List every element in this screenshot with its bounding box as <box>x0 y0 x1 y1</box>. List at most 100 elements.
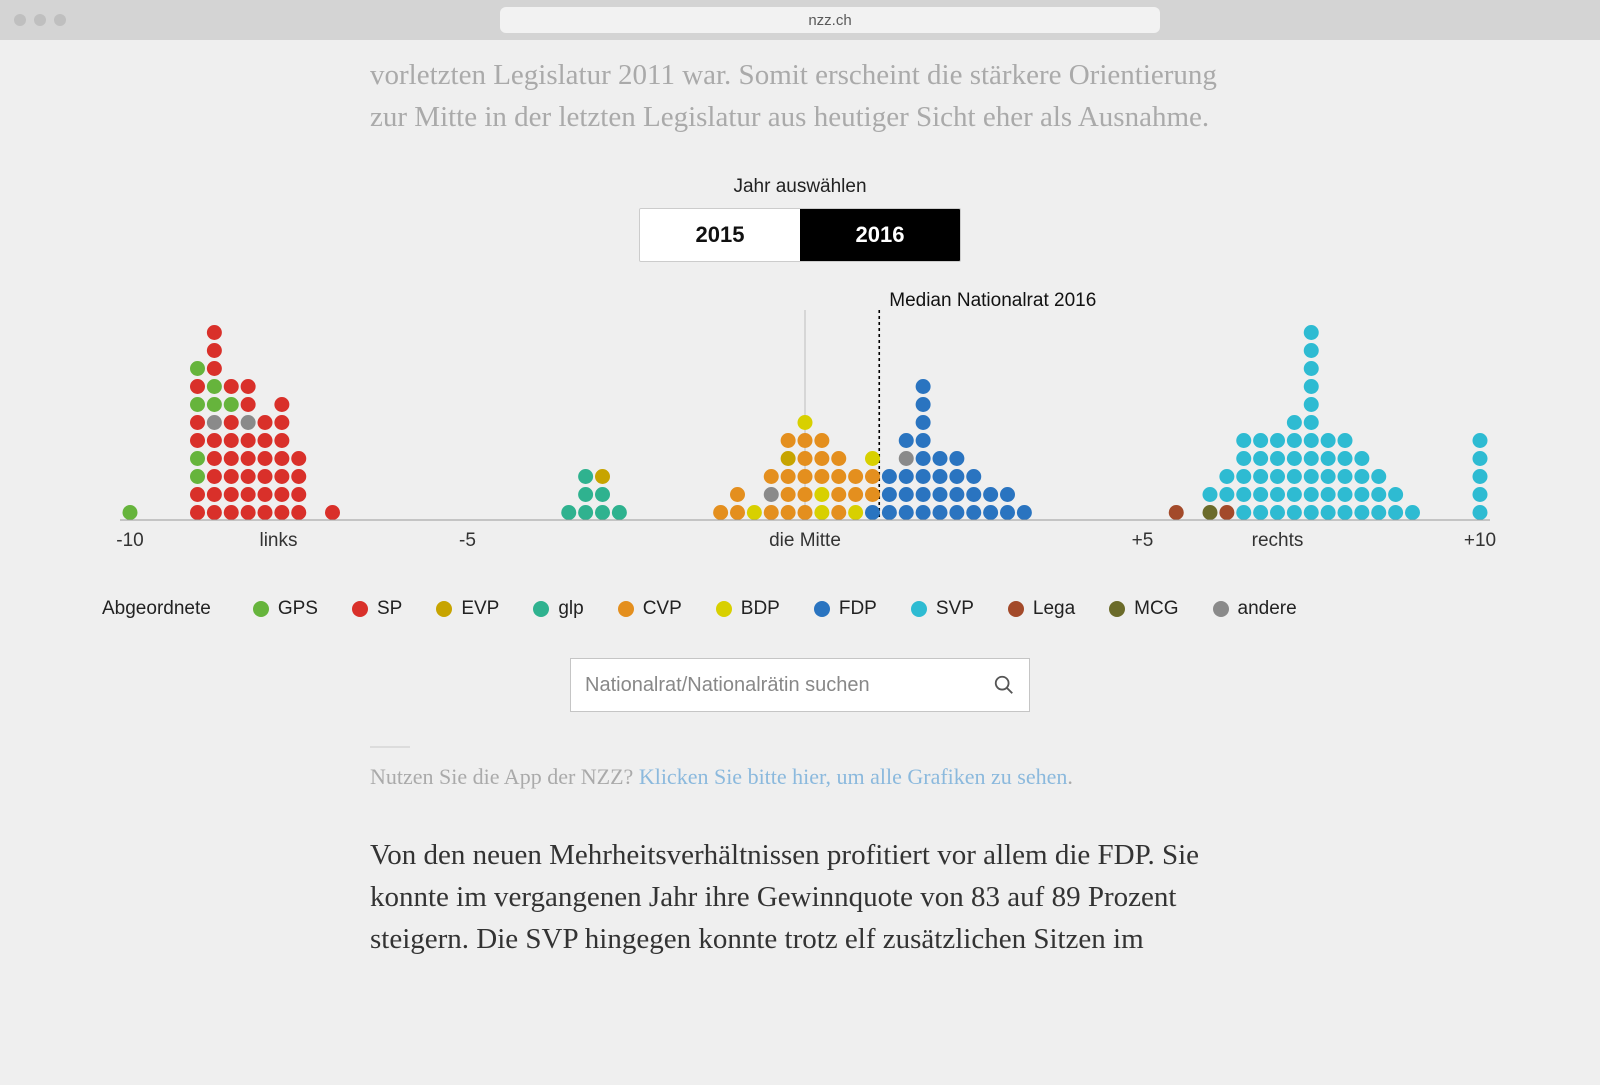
hint-link[interactable]: Klicken Sie bitte hier, um alle Grafiken… <box>639 764 1068 789</box>
dot-SVP[interactable] <box>1371 487 1386 502</box>
dot-CVP[interactable] <box>798 469 813 484</box>
dot-SVP[interactable] <box>1405 505 1420 520</box>
dot-EVP[interactable] <box>781 451 796 466</box>
dot-FDP[interactable] <box>949 487 964 502</box>
dot-SVP[interactable] <box>1287 451 1302 466</box>
dot-SP[interactable] <box>224 487 239 502</box>
dot-FDP[interactable] <box>966 505 981 520</box>
dot-CVP[interactable] <box>848 487 863 502</box>
search-icon[interactable] <box>993 674 1015 696</box>
dot-FDP[interactable] <box>916 415 931 430</box>
dot-SVP[interactable] <box>1287 469 1302 484</box>
dot-andere[interactable] <box>241 415 256 430</box>
dot-FDP[interactable] <box>1017 505 1032 520</box>
dot-GPS[interactable] <box>207 379 222 394</box>
dot-SP[interactable] <box>274 451 289 466</box>
dot-BDP[interactable] <box>848 505 863 520</box>
dot-FDP[interactable] <box>899 469 914 484</box>
dot-SVP[interactable] <box>1473 469 1488 484</box>
dot-SVP[interactable] <box>1287 505 1302 520</box>
traffic-min-icon[interactable] <box>34 14 46 26</box>
dot-GPS[interactable] <box>190 451 205 466</box>
dot-SP[interactable] <box>190 487 205 502</box>
dot-SP[interactable] <box>224 469 239 484</box>
dot-SVP[interactable] <box>1304 433 1319 448</box>
dot-SP[interactable] <box>207 343 222 358</box>
dot-SP[interactable] <box>207 487 222 502</box>
dot-CVP[interactable] <box>831 451 846 466</box>
dot-SP[interactable] <box>207 505 222 520</box>
dot-SVP[interactable] <box>1253 469 1268 484</box>
dot-SVP[interactable] <box>1304 343 1319 358</box>
dot-SP[interactable] <box>258 487 273 502</box>
dot-SP[interactable] <box>190 505 205 520</box>
dot-SVP[interactable] <box>1338 451 1353 466</box>
dot-FDP[interactable] <box>916 469 931 484</box>
dot-CVP[interactable] <box>798 487 813 502</box>
dot-CVP[interactable] <box>814 469 829 484</box>
dot-SVP[interactable] <box>1304 361 1319 376</box>
dot-SP[interactable] <box>258 505 273 520</box>
dot-FDP[interactable] <box>933 469 948 484</box>
dot-SVP[interactable] <box>1304 325 1319 340</box>
dot-SVP[interactable] <box>1304 469 1319 484</box>
dot-FDP[interactable] <box>916 379 931 394</box>
dot-SP[interactable] <box>241 397 256 412</box>
dot-SVP[interactable] <box>1473 433 1488 448</box>
dot-SVP[interactable] <box>1270 451 1285 466</box>
dot-SP[interactable] <box>241 469 256 484</box>
dot-SP[interactable] <box>325 505 340 520</box>
traffic-close-icon[interactable] <box>14 14 26 26</box>
dot-SVP[interactable] <box>1236 469 1251 484</box>
dot-SVP[interactable] <box>1304 505 1319 520</box>
dot-BDP[interactable] <box>814 487 829 502</box>
dot-SP[interactable] <box>258 469 273 484</box>
dot-FDP[interactable] <box>1000 487 1015 502</box>
dot-SVP[interactable] <box>1287 433 1302 448</box>
dot-CVP[interactable] <box>814 451 829 466</box>
dot-FDP[interactable] <box>882 469 897 484</box>
dot-CVP[interactable] <box>831 505 846 520</box>
dot-FDP[interactable] <box>882 505 897 520</box>
dot-glp[interactable] <box>578 487 593 502</box>
dot-SVP[interactable] <box>1338 433 1353 448</box>
dot-FDP[interactable] <box>899 487 914 502</box>
dot-Lega[interactable] <box>1169 505 1184 520</box>
dot-SP[interactable] <box>291 505 306 520</box>
dot-SVP[interactable] <box>1354 487 1369 502</box>
dot-CVP[interactable] <box>865 487 880 502</box>
dot-SVP[interactable] <box>1473 487 1488 502</box>
dot-SVP[interactable] <box>1321 451 1336 466</box>
dot-FDP[interactable] <box>949 505 964 520</box>
dot-SP[interactable] <box>207 451 222 466</box>
dot-GPS[interactable] <box>207 397 222 412</box>
dot-glp[interactable] <box>561 505 576 520</box>
dot-SVP[interactable] <box>1236 433 1251 448</box>
dot-CVP[interactable] <box>814 433 829 448</box>
dot-SP[interactable] <box>274 415 289 430</box>
dot-SP[interactable] <box>274 487 289 502</box>
dot-CVP[interactable] <box>781 469 796 484</box>
dot-glp[interactable] <box>612 505 627 520</box>
dot-FDP[interactable] <box>983 505 998 520</box>
dot-SP[interactable] <box>207 469 222 484</box>
dot-BDP[interactable] <box>814 505 829 520</box>
dot-SVP[interactable] <box>1287 487 1302 502</box>
dot-SP[interactable] <box>241 379 256 394</box>
dot-FDP[interactable] <box>916 505 931 520</box>
dot-CVP[interactable] <box>798 433 813 448</box>
dot-FDP[interactable] <box>916 487 931 502</box>
dot-FDP[interactable] <box>1000 505 1015 520</box>
dot-SVP[interactable] <box>1321 469 1336 484</box>
dot-glp[interactable] <box>578 505 593 520</box>
dot-SP[interactable] <box>224 415 239 430</box>
dot-CVP[interactable] <box>764 505 779 520</box>
dot-SVP[interactable] <box>1236 505 1251 520</box>
dot-SP[interactable] <box>190 379 205 394</box>
year-option-2016[interactable]: 2016 <box>800 209 960 261</box>
dot-FDP[interactable] <box>899 433 914 448</box>
dot-SVP[interactable] <box>1236 487 1251 502</box>
dot-SP[interactable] <box>291 469 306 484</box>
dot-BDP[interactable] <box>865 451 880 466</box>
dot-SVP[interactable] <box>1253 433 1268 448</box>
